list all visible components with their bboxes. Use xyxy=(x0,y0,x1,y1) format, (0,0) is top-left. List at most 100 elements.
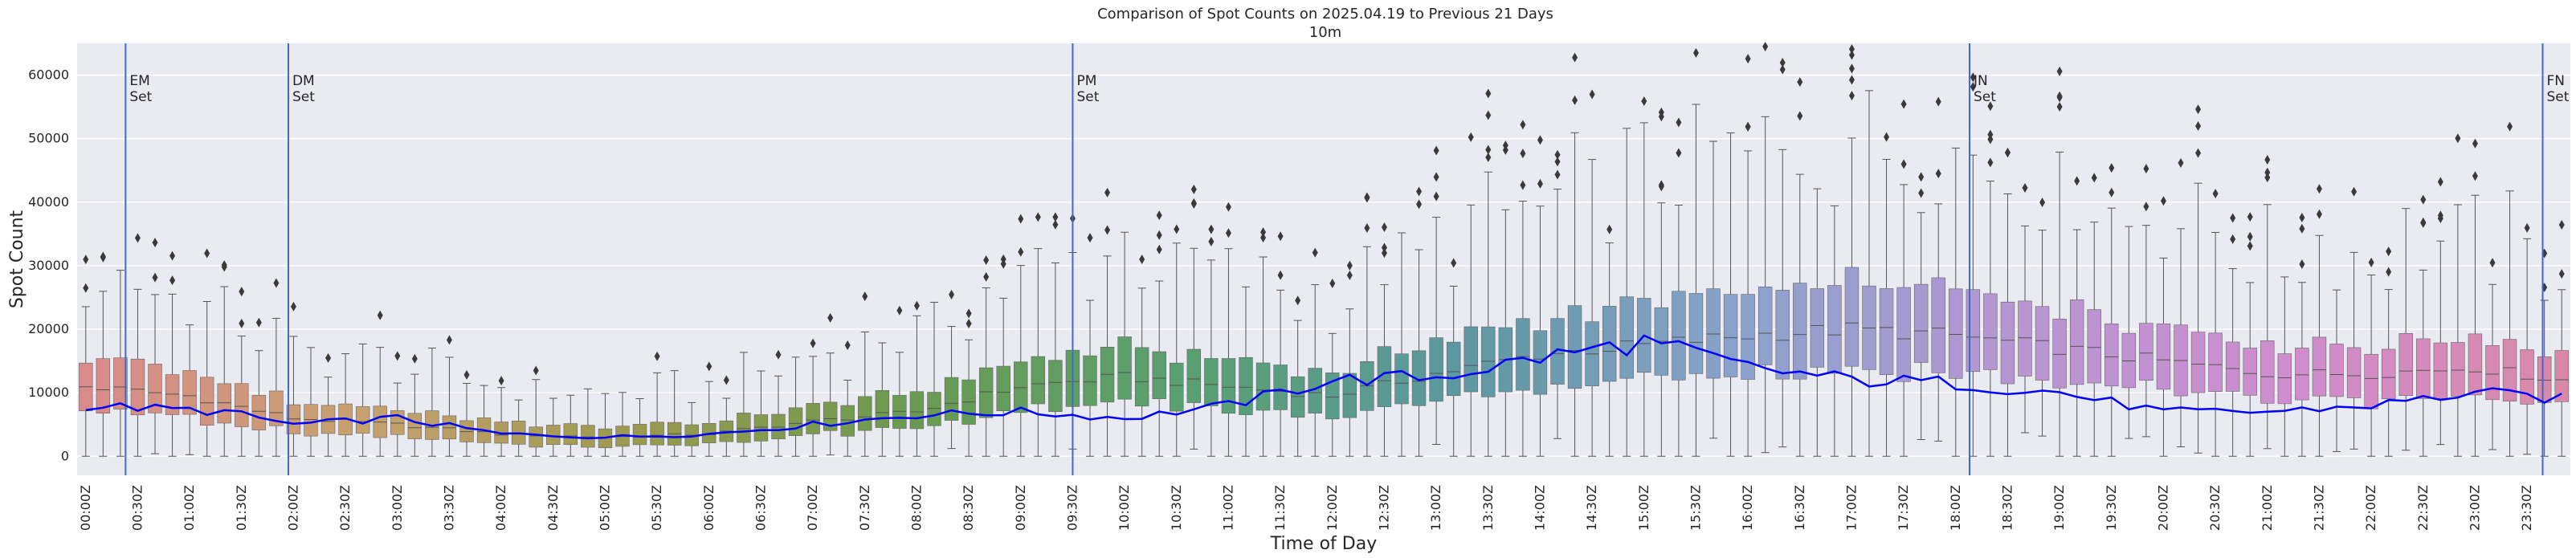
box-plot xyxy=(563,394,578,457)
box-body xyxy=(1706,288,1721,379)
outlier-point xyxy=(844,340,851,351)
outlier-point xyxy=(1779,57,1786,67)
box-body xyxy=(2364,353,2378,409)
outlier-point xyxy=(1346,270,1353,280)
x-tick-label: 15:30Z xyxy=(1688,485,1703,531)
box-body xyxy=(2035,306,2050,381)
outlier-point xyxy=(965,319,972,329)
x-tick-label: 10:00Z xyxy=(1117,485,1132,531)
outlier-point xyxy=(1848,44,1855,55)
box-plot xyxy=(581,388,595,457)
box-body xyxy=(2121,332,2137,389)
x-tick-label: 12:30Z xyxy=(1376,485,1391,531)
outlier-point xyxy=(1295,295,1301,306)
outlier-point xyxy=(1156,210,1162,221)
outlier-point xyxy=(1502,145,1508,155)
outlier-point xyxy=(2109,187,2115,198)
outlier-point xyxy=(1554,149,1561,160)
box-plot xyxy=(1775,57,1790,448)
x-tick-label: 07:00Z xyxy=(805,485,820,531)
outlier-point xyxy=(983,271,990,282)
outlier-point xyxy=(2195,120,2202,131)
box-plot xyxy=(1516,120,1530,457)
outlier-point xyxy=(2437,177,2443,187)
box-body xyxy=(2260,340,2275,404)
outlier-point xyxy=(2247,212,2253,222)
outlier-point xyxy=(1572,52,1578,63)
outlier-point xyxy=(1745,54,1751,64)
box-body xyxy=(251,394,267,430)
outlier-point xyxy=(325,352,332,363)
box-plots xyxy=(79,42,2569,457)
outlier-point xyxy=(775,349,782,360)
box-plot xyxy=(1654,107,1669,457)
box-body xyxy=(2312,336,2327,397)
event-label: FN xyxy=(2547,73,2566,89)
outlier-point xyxy=(1900,99,1907,109)
outlier-point xyxy=(2437,210,2443,221)
outlier-point xyxy=(1277,270,1284,280)
outlier-point xyxy=(1779,64,1786,75)
outlier-point xyxy=(1208,224,1215,234)
box-plot xyxy=(2295,213,2309,457)
box-body xyxy=(1170,362,1184,412)
box-plot xyxy=(1377,222,1392,457)
outlier-point xyxy=(83,255,89,265)
outlier-point xyxy=(1554,169,1561,180)
box-plot xyxy=(2416,194,2431,457)
box-body xyxy=(996,365,1010,412)
box-body xyxy=(1446,341,1461,397)
outlier-point xyxy=(221,260,227,271)
box-body xyxy=(858,396,872,431)
box-plot xyxy=(2329,289,2344,452)
box-plot xyxy=(494,376,508,457)
outlier-point xyxy=(862,291,868,302)
box-plot xyxy=(1239,286,1253,457)
outlier-point xyxy=(1260,232,1267,242)
outlier-point xyxy=(1190,184,1197,194)
box-body xyxy=(1134,347,1149,407)
x-tick-label: 00:00Z xyxy=(78,485,93,531)
outlier-point xyxy=(827,312,834,323)
box-plot xyxy=(2000,147,2015,457)
outlier-point xyxy=(1987,157,1994,168)
box-body xyxy=(182,370,197,415)
event-label: JN xyxy=(1973,73,1988,89)
today-line xyxy=(85,334,2562,440)
box-body xyxy=(944,377,959,421)
box-plot xyxy=(235,287,249,457)
outlier-point xyxy=(1554,157,1561,167)
outlier-point xyxy=(290,301,296,312)
box-plot xyxy=(2208,189,2223,457)
box-body xyxy=(1619,296,1634,379)
outlier-point xyxy=(1139,254,1145,264)
box-body xyxy=(1221,358,1236,414)
box-body xyxy=(927,392,941,426)
outlier-point xyxy=(446,335,452,345)
box-body xyxy=(2329,344,2344,397)
outlier-point xyxy=(394,351,401,361)
outlier-point xyxy=(1174,224,1180,234)
outlier-point xyxy=(1485,153,1492,163)
box-body xyxy=(269,390,284,426)
box-body xyxy=(1273,365,1288,410)
box-plot xyxy=(130,233,145,457)
box-body xyxy=(753,414,769,442)
outlier-point xyxy=(1658,180,1664,190)
outlier-point xyxy=(1918,188,1925,198)
box-plot xyxy=(1152,210,1166,457)
box-plot xyxy=(927,301,941,457)
box-body xyxy=(1913,283,1929,363)
box-plot xyxy=(2260,154,2275,450)
outlier-point xyxy=(204,248,210,259)
x-tick-label: 14:00Z xyxy=(1532,485,1547,531)
box-body xyxy=(148,364,162,413)
outlier-point xyxy=(2264,167,2271,177)
outlier-point xyxy=(1797,77,1803,88)
box-plot xyxy=(1273,231,1288,457)
outlier-point xyxy=(2299,213,2305,223)
box-body xyxy=(2156,323,2171,390)
box-plot xyxy=(840,340,855,457)
outlier-point xyxy=(1346,260,1353,271)
x-tick-label: 02:00Z xyxy=(285,485,300,531)
